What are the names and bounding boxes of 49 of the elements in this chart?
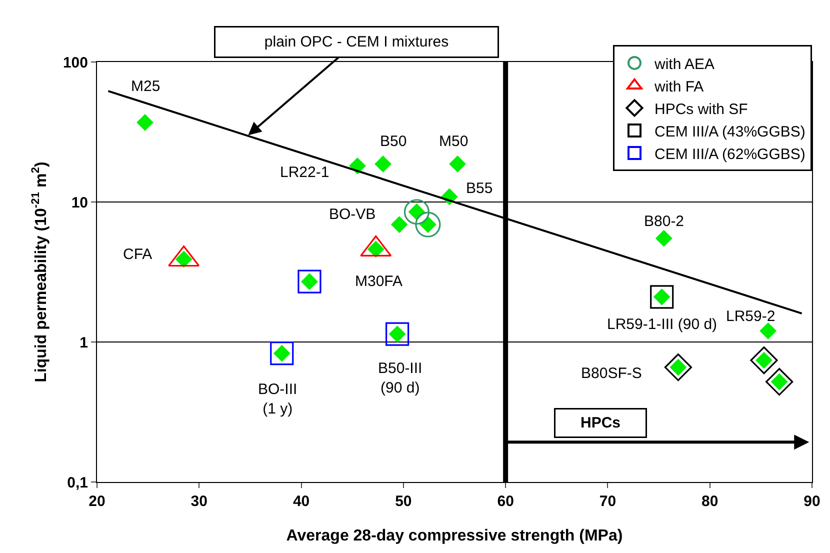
legend-label: CEM III/A (43%GGBS): [654, 123, 806, 140]
annotation: LR22-1: [280, 164, 330, 181]
y-tick-label: 0,1: [67, 474, 88, 492]
point: [415, 212, 441, 238]
annotation: B80SF-S: [581, 365, 642, 382]
annotation: M25: [131, 78, 160, 95]
x-tick-label: 40: [292, 493, 310, 510]
x-tick-label: 80: [702, 493, 718, 510]
point: [136, 114, 154, 131]
point: [449, 155, 466, 172]
annotation: LR59-2: [726, 308, 776, 325]
y-tick-label: 10: [71, 194, 88, 212]
legend-label: with FA: [654, 78, 704, 96]
point: [390, 216, 408, 234]
annotation: B50: [380, 133, 407, 150]
annotation: plain OPC - CEM I mixtures: [264, 34, 449, 50]
annotation: BO-VB: [329, 206, 376, 223]
annotation: HPCs: [580, 414, 621, 432]
point: [404, 199, 430, 225]
x-tick-label: 70: [599, 493, 616, 510]
x-axis-title: Average 28-day compressive strength (MPa): [286, 528, 623, 545]
legend-label: CEM III/A (62%GGBS): [654, 146, 806, 163]
x-tick-label: 20: [88, 493, 106, 510]
annotation: M50: [439, 133, 468, 150]
point: [664, 353, 692, 382]
annotation: LR59-1-III (90 d): [607, 316, 718, 333]
point: [750, 346, 778, 374]
point: [650, 285, 674, 309]
point: [766, 368, 794, 396]
point: [655, 230, 672, 247]
annotation: BO-III (1 y): [258, 381, 298, 418]
x-tick-label: 60: [497, 493, 514, 510]
legend-label: with AEA: [654, 56, 715, 73]
annotation: B80-2: [644, 213, 684, 230]
annotation: B50-III (90 d): [378, 360, 422, 396]
point: [760, 322, 777, 340]
point: [386, 322, 410, 346]
x-tick-label: 50: [395, 493, 412, 510]
x-tick-label: 30: [190, 493, 208, 510]
annotation: M30FA: [355, 273, 403, 290]
annotation: CFA: [123, 246, 152, 263]
legend-label: HPCs with SF: [654, 100, 748, 118]
point: [270, 342, 294, 366]
y-tick-label: 100: [62, 54, 88, 72]
annotation: B55: [466, 180, 493, 197]
y-tick-label: 1: [80, 334, 88, 352]
point: [374, 155, 392, 172]
x-tick-label: 90: [804, 493, 820, 510]
point: [298, 270, 322, 294]
